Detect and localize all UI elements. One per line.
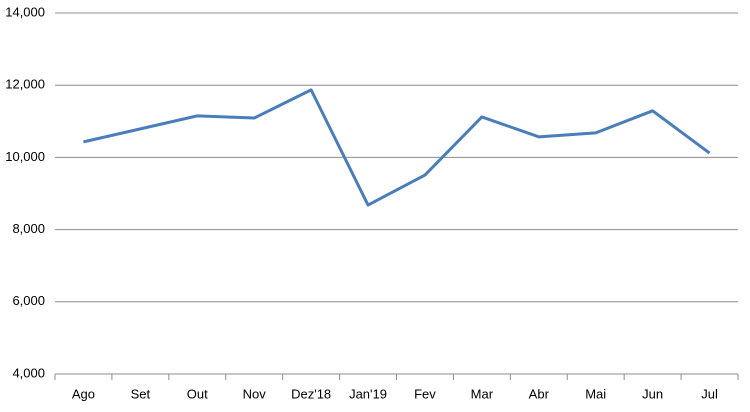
y-tick-label: 14,000 [5,4,45,19]
x-tick-label: Set [131,386,151,401]
x-tick-label: Nov [243,386,267,401]
x-tick-label: Jul [701,386,718,401]
x-tick-label: Dez'18 [291,386,331,401]
y-tick-label: 8,000 [12,221,45,236]
x-tick-label: Ago [72,386,95,401]
x-tick-label: Jun [642,386,663,401]
y-tick-label: 10,000 [5,149,45,164]
y-tick-label: 12,000 [5,77,45,92]
x-tick-label: Mar [471,386,494,401]
x-tick-label: Fev [414,386,436,401]
data-line [83,88,711,207]
y-tick-label: 4,000 [12,365,45,380]
x-tick-label: Jan'19 [349,386,387,401]
y-tick-label: 6,000 [12,293,45,308]
x-tick-label: Out [187,386,208,401]
x-tick-label: Mai [585,386,606,401]
x-tick-label: Abr [529,386,550,401]
